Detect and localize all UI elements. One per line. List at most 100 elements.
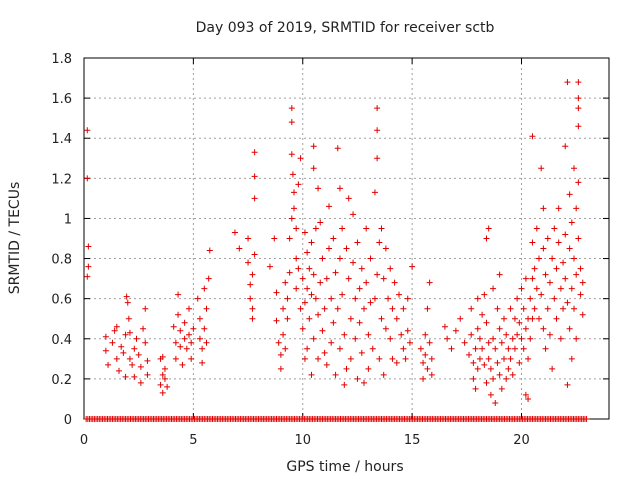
data-point: [131, 373, 138, 380]
data-point: [527, 335, 534, 342]
data-point: [400, 345, 407, 352]
data-point: [247, 295, 254, 302]
data-point: [336, 185, 343, 192]
data-point: [249, 305, 256, 312]
data-point: [308, 239, 315, 246]
data-point: [306, 315, 313, 322]
data-point: [345, 275, 352, 282]
data-point: [277, 351, 284, 358]
data-point: [284, 315, 291, 322]
y-tick-label: 0.8: [51, 253, 72, 268]
zero-point: [583, 416, 590, 422]
data-point: [564, 381, 571, 388]
data-point: [301, 229, 308, 236]
data-point: [371, 295, 378, 302]
data-point: [503, 375, 510, 382]
data-point: [461, 339, 468, 346]
data-point: [315, 311, 322, 318]
data-point: [116, 367, 122, 374]
x-tick-label: 20: [513, 433, 530, 448]
data-point: [347, 315, 354, 322]
data-point: [573, 335, 580, 342]
data-point: [536, 315, 542, 322]
data-point: [374, 155, 381, 162]
data-point: [542, 345, 549, 352]
data-point: [507, 305, 514, 312]
data-point: [562, 275, 569, 282]
data-point: [529, 275, 536, 282]
data-point: [551, 295, 558, 302]
data-point: [159, 389, 166, 396]
data-point: [555, 239, 562, 246]
data-point: [236, 245, 243, 252]
data-point: [181, 335, 188, 342]
data-point: [188, 355, 195, 362]
data-point: [275, 339, 282, 346]
data-point: [350, 211, 357, 218]
data-point: [555, 205, 562, 212]
data-point: [485, 339, 492, 346]
data-point: [251, 195, 258, 202]
data-point: [549, 255, 556, 262]
data-point: [299, 275, 306, 282]
data-point: [549, 365, 556, 372]
data-point: [553, 315, 560, 322]
data-point: [199, 345, 206, 352]
data-point: [507, 355, 514, 362]
data-point: [560, 259, 567, 266]
data-point: [306, 265, 313, 272]
data-point: [406, 339, 413, 346]
data-point: [249, 315, 256, 322]
data-point: [566, 191, 573, 198]
data-point: [183, 345, 190, 352]
data-point: [363, 225, 370, 232]
data-point: [280, 331, 287, 338]
data-point: [310, 165, 317, 172]
data-point: [503, 331, 510, 338]
data-point: [199, 359, 206, 366]
data-point: [398, 331, 405, 338]
y-tick-label: 0: [64, 413, 72, 428]
data-point: [301, 355, 308, 362]
data-point: [522, 275, 529, 282]
data-point: [575, 235, 582, 242]
data-point: [573, 205, 580, 212]
data-point: [334, 305, 341, 312]
y-tick-label: 0.2: [51, 373, 72, 388]
data-point: [540, 205, 547, 212]
data-point: [494, 359, 501, 366]
data-point: [312, 225, 319, 232]
data-point: [291, 205, 297, 212]
data-point: [85, 263, 92, 270]
data-point: [84, 127, 91, 134]
data-point: [297, 305, 304, 312]
data-point: [356, 319, 363, 326]
data-point: [161, 375, 168, 382]
data-point: [352, 295, 359, 302]
data-point: [380, 371, 387, 378]
data-point: [122, 331, 129, 338]
data-point: [560, 305, 567, 312]
data-point: [568, 285, 575, 292]
data-point: [102, 333, 109, 340]
data-point: [124, 299, 131, 306]
data-point: [476, 335, 483, 342]
data-point: [129, 361, 136, 368]
data-point: [315, 355, 322, 362]
data-point: [251, 251, 258, 258]
data-point: [514, 331, 521, 338]
data-point: [369, 345, 376, 352]
data-point: [424, 365, 431, 372]
data-point: [354, 239, 361, 246]
data-point: [133, 335, 140, 342]
data-point: [470, 359, 477, 366]
data-point: [490, 335, 497, 342]
data-point: [113, 355, 120, 362]
data-point: [509, 371, 516, 378]
data-point: [358, 349, 365, 356]
data-point: [247, 281, 254, 288]
data-point: [137, 379, 144, 386]
data-point: [273, 289, 280, 296]
data-point: [492, 399, 499, 406]
